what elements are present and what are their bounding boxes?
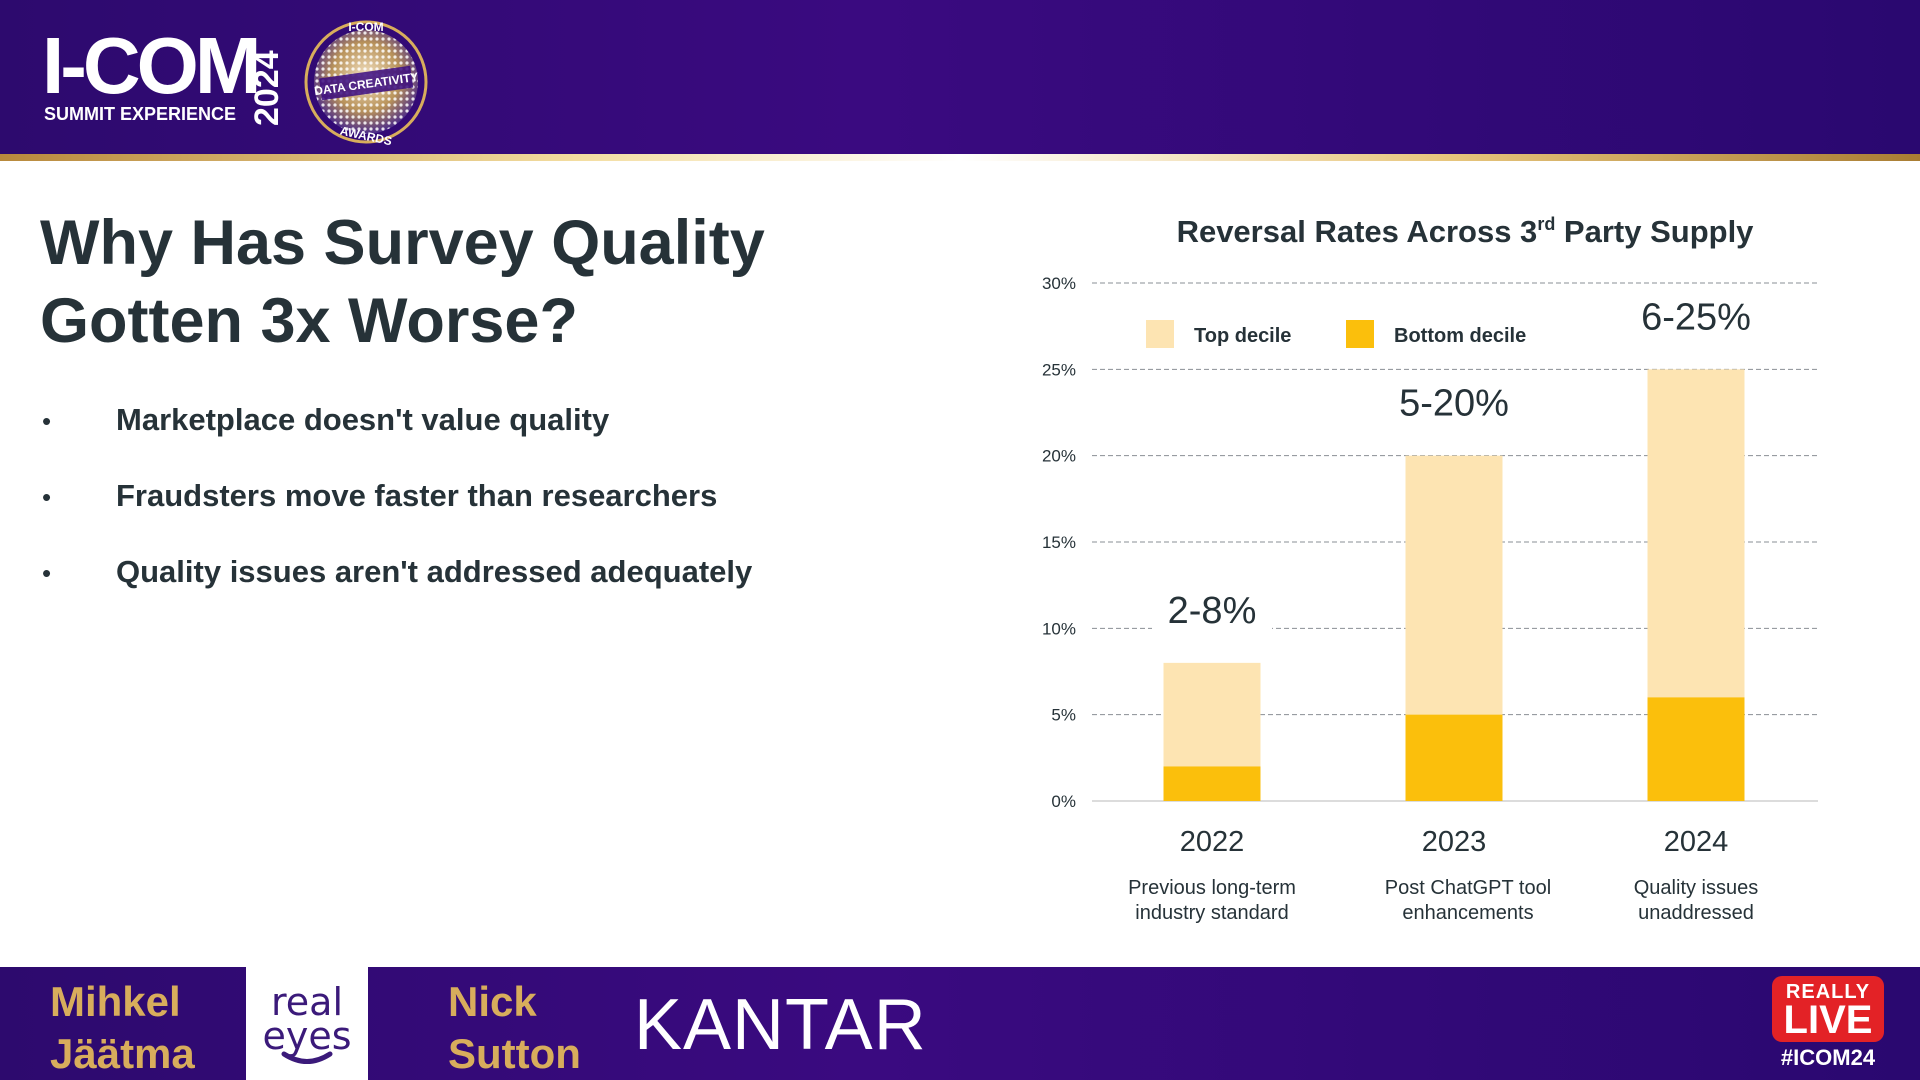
range-label-background [1394,381,1514,428]
y-tick-label: 25% [1042,360,1076,379]
range-label-background [1636,295,1756,342]
bullet-marker: • [42,482,52,512]
year-text: 2024 [248,50,286,126]
really-live-badge: REALLY LIVE [1772,976,1884,1042]
category-description: Previous long-term industry standard [1128,877,1296,924]
realeyes-logo-text: real eyes [262,980,352,1058]
year-label: 2024 [228,30,298,130]
header-bar: I-COM SUMMIT EXPERIENCE 2024 DATA CREATI [0,0,1920,156]
chart-legend: Top decile Bottom decile [1146,320,1526,348]
category-description: Post ChatGPT tool enhancements [1384,877,1552,924]
bullet-item: • Fraudsters move faster than researcher… [42,478,862,518]
bar-layer [1163,369,1745,801]
range-label: 6-25% [1641,296,1751,338]
x-category-label: 2022 [1180,826,1245,858]
summit-experience-label: SUMMIT EXPERIENCE [44,104,237,124]
slide-title: Why Has Survey Quality Gotten 3x Worse? [40,208,765,356]
y-tick-label: 30% [1042,274,1076,293]
bullet-item: • Marketplace doesn't value quality [42,402,862,442]
bullet-text: Fraudsters move faster than researchers [116,478,718,513]
bullet-marker: • [42,558,52,588]
legend-swatch [1146,320,1174,348]
y-tick-label: 20% [1042,447,1076,466]
award-top-text: I-COM [348,20,383,34]
label-layer: 2-8% 2022 5-20% 2023 6-25% 2024 [1152,295,1756,858]
y-tick-label: 10% [1042,619,1076,638]
speaker-name-2: Nick Sutton [448,978,581,1077]
range-label-background [1152,588,1272,635]
bullet-item: • Quality issues aren't addressed adequa… [42,554,862,594]
chart-title: Reversal Rates Across 3rd Party Supply [1060,214,1870,250]
bar-bottom-decile [1647,697,1745,801]
y-tick-label: 5% [1051,706,1076,725]
legend-swatch [1346,320,1374,348]
icom-logo: I-COM [42,21,262,110]
smile-icon [281,1051,333,1064]
y-tick-label: 15% [1042,533,1076,552]
data-creativity-awards-badge: DATA CREATIVITY I-COM AWARDS [302,18,430,148]
range-label: 2-8% [1168,590,1257,632]
y-tick-label: 0% [1051,792,1076,811]
chart-title-suffix: Party Supply [1555,214,1754,249]
realeyes-logo: real eyes [246,967,368,1080]
header-divider [0,154,1920,161]
bullet-marker: • [42,406,52,436]
bar-bottom-decile [1163,766,1261,801]
bar-bottom-decile [1405,714,1503,801]
range-label: 5-20% [1399,383,1509,425]
chart-title-prefix: Reversal Rates Across 3 [1176,214,1538,249]
legend-label: Bottom decile [1394,325,1526,347]
kantar-logo: KANTAR [634,985,927,1065]
x-category-label: 2023 [1422,826,1487,858]
reversal-rates-chart: 0% 5% 10% 15% 20% 25% 30% 2-8% 2022 5-20% 2023 6-2… [1042,274,1818,858]
legend-label: Top decile [1194,325,1291,347]
x-category-label: 2024 [1664,826,1729,858]
chart-title-superscript: rd [1537,214,1556,234]
speaker-name-1: Mihkel Jäätma [50,978,195,1077]
live-label: LIVE [1783,998,1873,1042]
hashtag-label: #ICOM24 [1780,1045,1876,1070]
bullet-text: Quality issues aren't addressed adequate… [116,554,753,589]
bullet-text: Marketplace doesn't value quality [116,402,610,437]
really-label: REALLY [1785,981,1871,1003]
category-description: Quality issues unaddressed [1633,877,1759,924]
